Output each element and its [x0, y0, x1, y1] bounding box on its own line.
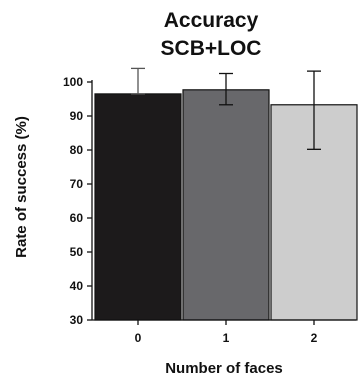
- y-tick-label-50: 50: [70, 245, 84, 259]
- y-tick-label-90: 90: [70, 109, 84, 123]
- y-tick-label-30: 30: [70, 313, 84, 327]
- y-axis-label: Rate of success (%): [13, 116, 30, 258]
- chart-title-line-2: SCB+LOC: [161, 37, 262, 60]
- bar-1: [182, 89, 270, 321]
- x-tick-label-0: 0: [135, 331, 142, 345]
- y-tick-label-70: 70: [70, 177, 84, 191]
- x-tick-label-2: 2: [311, 331, 318, 345]
- y-tick-label-60: 60: [70, 211, 84, 225]
- plot-area: 30 40 50 60 70 80 90 100 0 1 2: [63, 67, 358, 345]
- y-tick-label-80: 80: [70, 143, 84, 157]
- y-tick-label-100: 100: [63, 75, 83, 89]
- x-axis-label: Number of faces: [165, 360, 283, 377]
- chart-title-line-1: Accuracy: [164, 9, 259, 32]
- x-tick-label-1: 1: [223, 331, 230, 345]
- bar-0: [94, 93, 182, 321]
- y-tick-label-40: 40: [70, 279, 84, 293]
